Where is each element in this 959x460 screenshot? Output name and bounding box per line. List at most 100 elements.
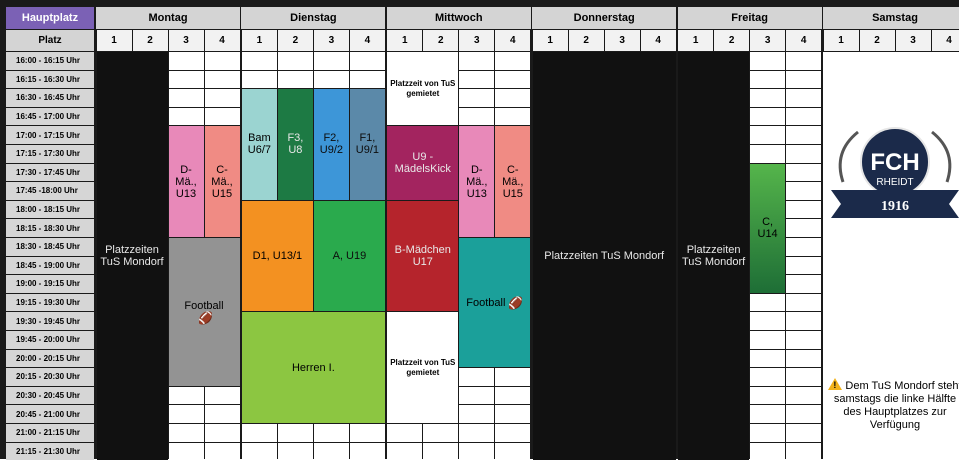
time-slot-label: 16:30 - 16:45 Uhr xyxy=(6,89,94,107)
empty-slot xyxy=(786,145,821,163)
cell-text: 20:45 - 21:00 Uhr xyxy=(16,410,80,419)
empty-slot xyxy=(205,71,240,89)
block-donnerstag-platzzeiten-tus: Platzzeiten TuS Mondorf xyxy=(533,52,676,460)
cell-text: 16:45 - 17:00 Uhr xyxy=(16,112,80,121)
block-dienstag-f1-u9-1: F1, U9/1 xyxy=(350,89,385,200)
field-number-4: 4 xyxy=(932,30,959,51)
cell-text: 3 xyxy=(910,35,916,46)
logo-year: 1916 xyxy=(881,199,909,214)
empty-slot xyxy=(205,387,240,405)
empty-slot xyxy=(786,182,821,200)
cell-text: Platzzeit von TuS gemietet xyxy=(389,358,456,378)
empty-slot xyxy=(750,350,785,368)
cell-text: 19:00 - 19:15 Uhr xyxy=(16,279,80,288)
cell-text: 21:15 - 21:30 Uhr xyxy=(16,447,80,456)
block-mittwoch-football: Football🏈 xyxy=(459,238,530,367)
empty-slot xyxy=(786,257,821,275)
cell-text: 1 xyxy=(402,35,408,46)
cell-text: 2 xyxy=(729,35,735,46)
empty-slot xyxy=(169,405,204,423)
empty-slot xyxy=(750,145,785,163)
logo-letters: FCH xyxy=(870,149,919,176)
cell-text: 18:30 - 18:45 Uhr xyxy=(16,242,80,251)
block-dienstag-f2-u9-2: F2, U9/2 xyxy=(314,89,349,200)
field-number-1: 1 xyxy=(533,30,568,51)
empty-slot xyxy=(750,331,785,349)
cell-text: F1, U9/1 xyxy=(352,132,383,156)
cell-text: 17:30 - 17:45 Uhr xyxy=(16,168,80,177)
empty-slot xyxy=(750,424,785,442)
empty-slot xyxy=(459,443,494,460)
empty-slot xyxy=(278,71,313,89)
time-slot-label: 20:45 - 21:00 Uhr xyxy=(6,405,94,423)
block-dienstag-d1-u13-1: D1, U13/1 xyxy=(242,201,313,312)
cell-text: Hauptplatz xyxy=(22,12,78,24)
empty-slot xyxy=(314,71,349,89)
field-number-1: 1 xyxy=(824,30,859,51)
cell-text: 2 xyxy=(874,35,880,46)
empty-slot xyxy=(278,424,313,442)
time-slot-label: 21:15 - 21:30 Uhr xyxy=(6,443,94,460)
empty-slot xyxy=(169,89,204,107)
cell-text: Herren I. xyxy=(292,362,335,374)
block-dienstag-herren-1: Herren I. xyxy=(242,312,385,423)
empty-slot xyxy=(495,108,530,126)
empty-slot xyxy=(278,443,313,460)
empty-slot xyxy=(350,424,385,442)
empty-slot xyxy=(786,331,821,349)
empty-slot xyxy=(459,368,494,386)
note-text-wrap: Dem TuS Mondorf steht samstags die linke… xyxy=(825,378,959,432)
cell-text: 1 xyxy=(111,35,117,46)
empty-slot xyxy=(169,387,204,405)
cell-text: 3 xyxy=(183,35,189,46)
empty-slot xyxy=(495,424,530,442)
empty-slot xyxy=(750,126,785,144)
warning-icon xyxy=(828,378,842,390)
time-slot-label: 20:30 - 20:45 Uhr xyxy=(6,387,94,405)
cell-text: 4 xyxy=(801,35,807,46)
empty-slot xyxy=(495,89,530,107)
field-number-4: 4 xyxy=(786,30,821,51)
time-slot-label: 17:15 - 17:30 Uhr xyxy=(6,145,94,163)
time-slot-label: 16:15 - 16:30 Uhr xyxy=(6,71,94,89)
empty-slot xyxy=(459,52,494,70)
block-freitag-platzzeiten-tus: Platzzeiten TuS Mondorf xyxy=(678,52,749,460)
time-slot-label: 20:00 - 20:15 Uhr xyxy=(6,350,94,368)
cell-text: 4 xyxy=(365,35,371,46)
cell-text: Platz xyxy=(38,35,61,46)
cell-text: 2 xyxy=(293,35,299,46)
cell-text: 20:30 - 20:45 Uhr xyxy=(16,391,80,400)
field-number-4: 4 xyxy=(495,30,530,51)
empty-slot xyxy=(387,443,422,460)
cell-text: 17:45 -18:00 Uhr xyxy=(16,186,78,195)
time-slot-label: 19:45 - 20:00 Uhr xyxy=(6,331,94,349)
block-mittwoch-d-maedchen-u13: D-Mä., U13 xyxy=(459,126,494,237)
field-number-3: 3 xyxy=(896,30,931,51)
empty-slot xyxy=(786,405,821,423)
time-slot-label: 18:30 - 18:45 Uhr xyxy=(6,238,94,256)
hauptplatz-label: Hauptplatz xyxy=(6,7,94,29)
empty-slot xyxy=(750,405,785,423)
cell-text: F2, U9/2 xyxy=(316,132,347,156)
empty-slot xyxy=(350,71,385,89)
cell-text: 20:00 - 20:15 Uhr xyxy=(16,354,80,363)
empty-slot xyxy=(314,443,349,460)
cell-text: C-Mä., U15 xyxy=(497,164,528,200)
cell-text: U9 - MädelsKick xyxy=(389,151,456,175)
empty-slot xyxy=(786,443,821,460)
empty-slot xyxy=(786,368,821,386)
empty-slot xyxy=(459,405,494,423)
empty-slot xyxy=(459,424,494,442)
empty-slot xyxy=(459,71,494,89)
field-number-2: 2 xyxy=(569,30,604,51)
empty-slot xyxy=(786,219,821,237)
empty-slot xyxy=(205,52,240,70)
cell-text: Platzzeiten TuS Mondorf xyxy=(544,250,664,262)
day-header-freitag: Freitag xyxy=(678,7,822,29)
empty-slot xyxy=(205,424,240,442)
time-slot-label: 19:15 - 19:30 Uhr xyxy=(6,294,94,312)
empty-slot xyxy=(169,71,204,89)
cell-text: D-Mä., U13 xyxy=(461,164,492,200)
cell-text: 16:15 - 16:30 Uhr xyxy=(16,75,80,84)
time-slot-label: 17:00 - 17:15 Uhr xyxy=(6,126,94,144)
